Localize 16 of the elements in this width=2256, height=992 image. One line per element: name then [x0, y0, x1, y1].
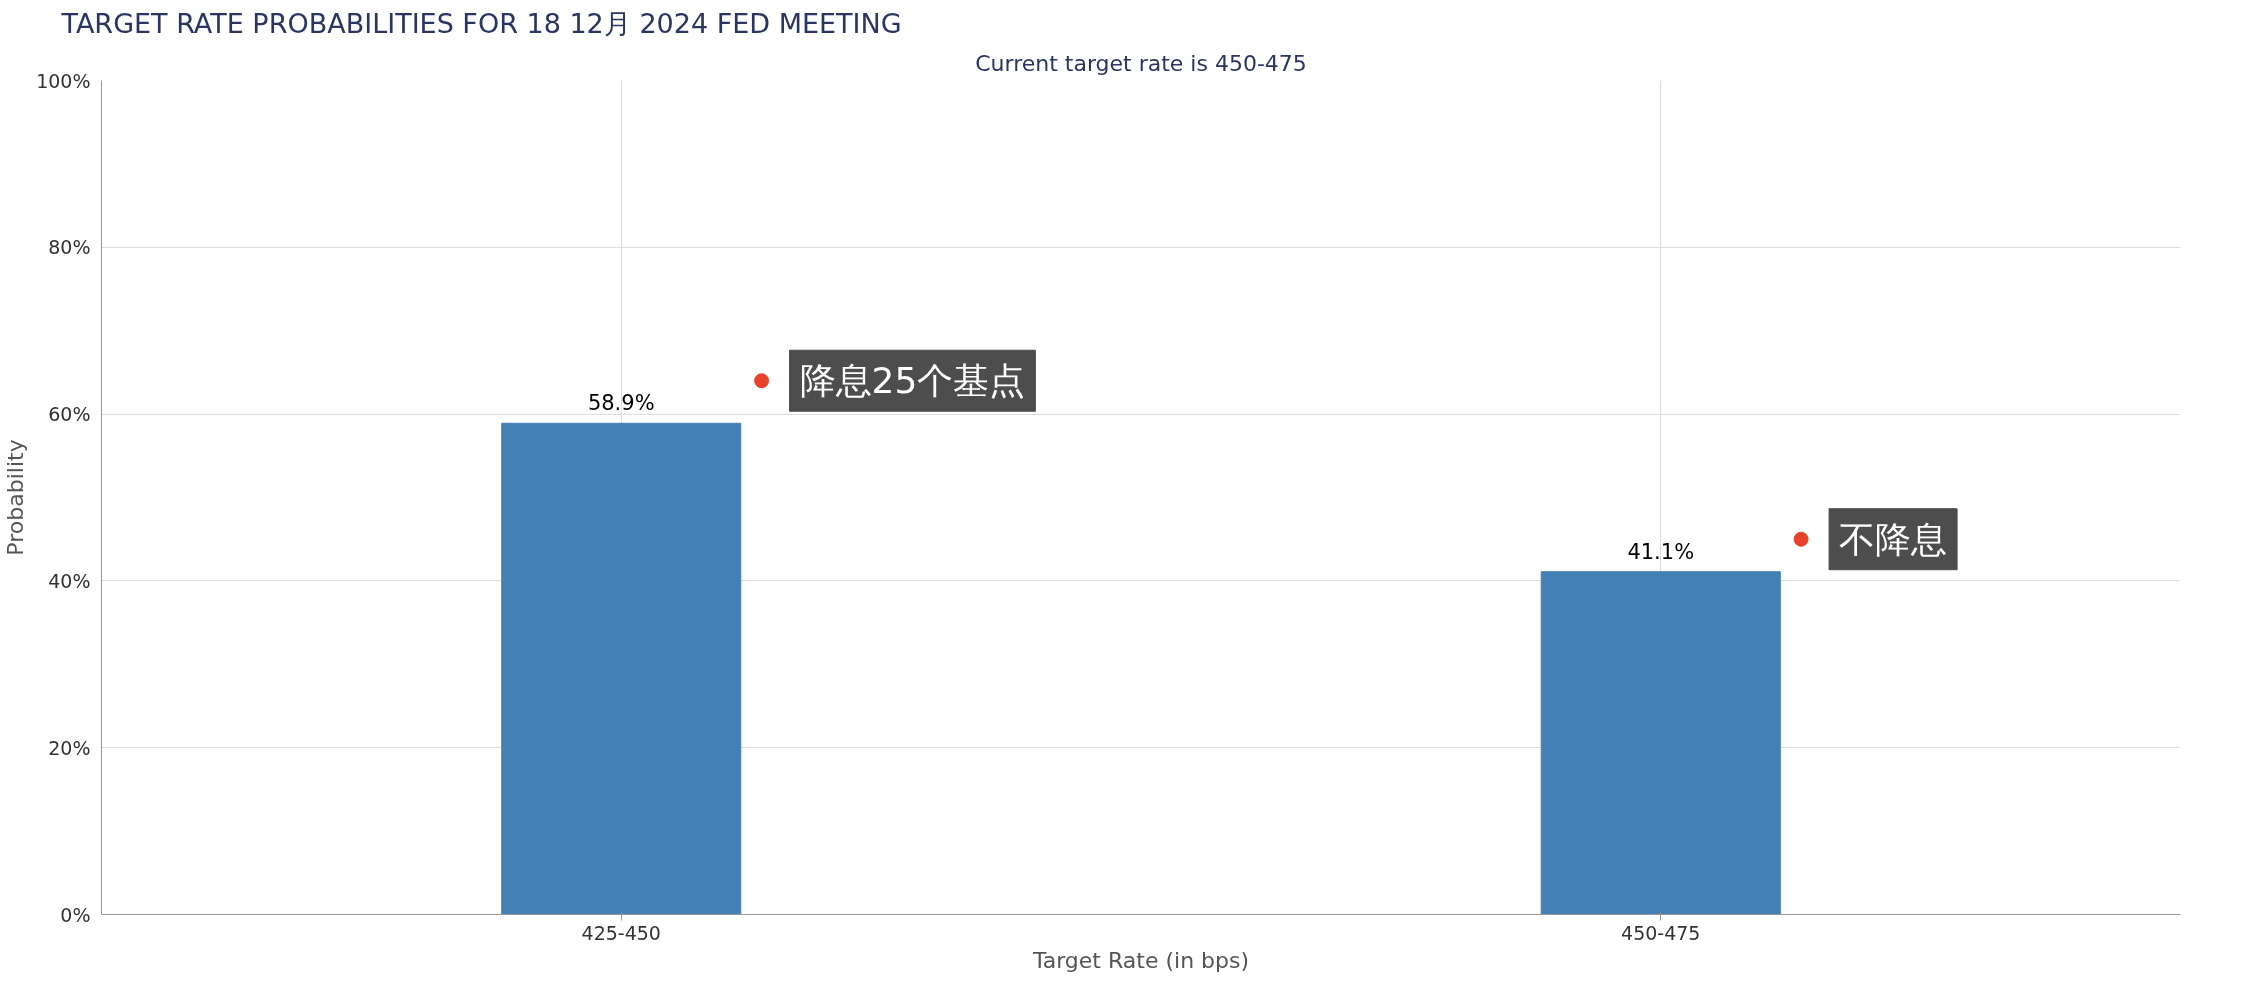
- y-tick-label: 20%: [48, 736, 91, 759]
- data-label: 58.9%: [587, 391, 655, 416]
- x-tick-label: 425-450: [581, 921, 661, 944]
- annotation: 降息25个基点: [799, 360, 1026, 402]
- chart-subtitle: Current target rate is 450-475: [975, 50, 1307, 76]
- chart-title: TARGET RATE PROBABILITIES FOR 18 12月 2024 FED MEETING: [60, 7, 902, 39]
- x-axis-title: Target Rate (in bps): [1031, 947, 1250, 973]
- data-label: 41.1%: [1627, 539, 1695, 564]
- y-tick-label: 100%: [36, 69, 91, 92]
- x-tick-label: 450-475: [1621, 921, 1701, 944]
- annotation: 不降息: [1839, 518, 1948, 560]
- y-tick-label: 0%: [60, 903, 91, 926]
- y-tick-label: 80%: [48, 236, 91, 259]
- y-tick-label: 60%: [48, 403, 91, 426]
- y-axis-title: Probability: [3, 439, 29, 556]
- y-tick-label: 40%: [48, 569, 91, 592]
